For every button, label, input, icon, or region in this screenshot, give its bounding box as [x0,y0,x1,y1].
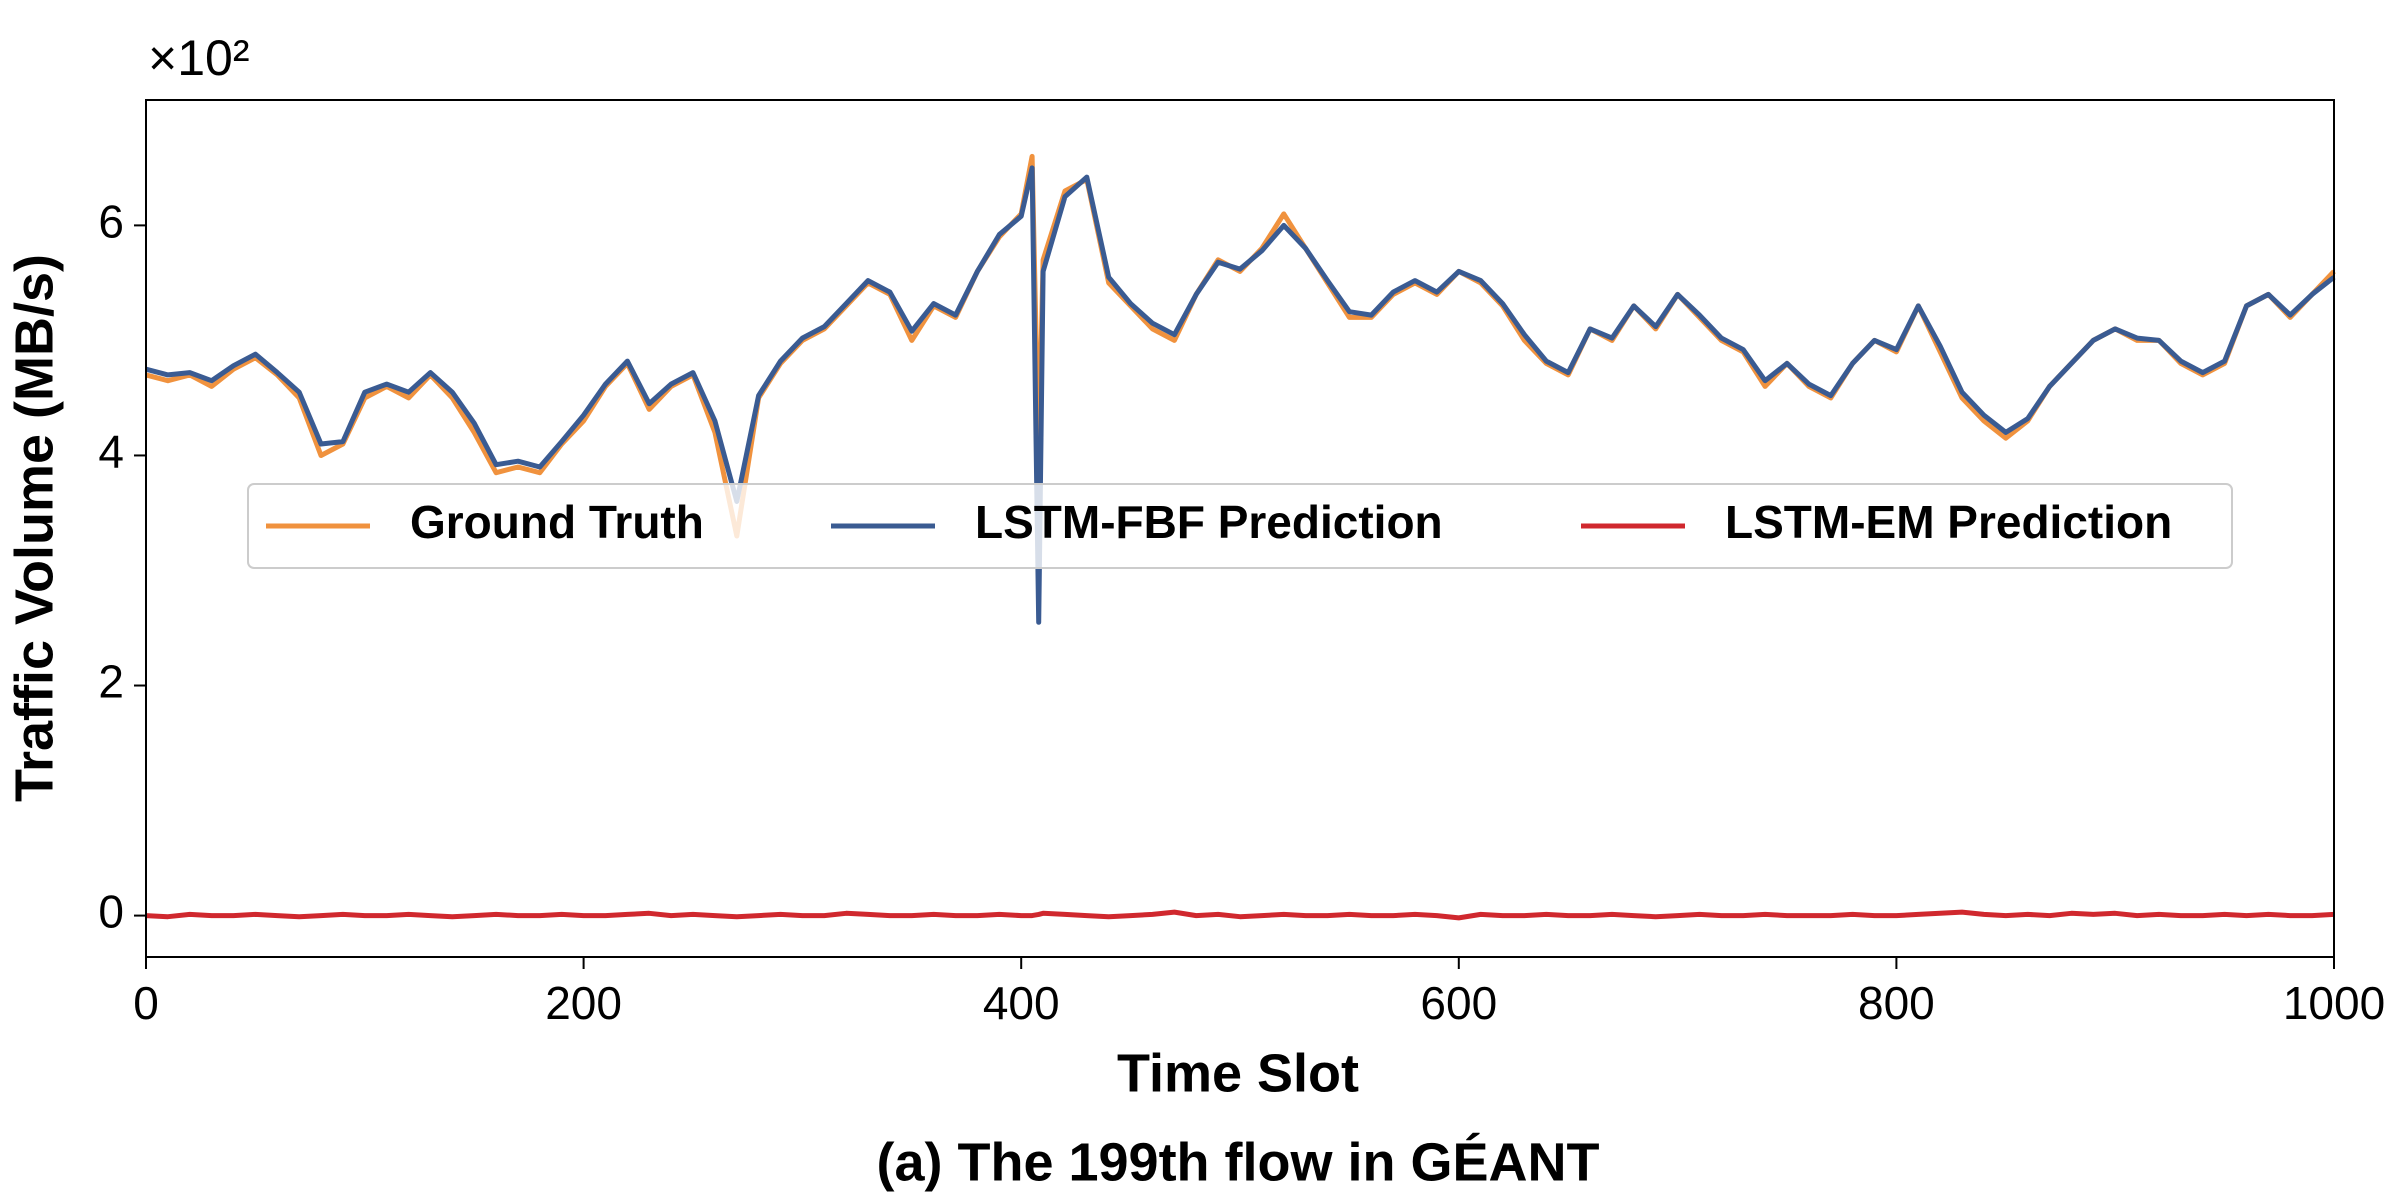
y-tick-label: 4 [98,426,124,478]
plot-frame [145,99,2335,958]
x-tick-label: 200 [545,977,622,1029]
legend-box [247,483,2233,569]
y-tick-label: 0 [98,886,124,938]
series-line [145,909,2335,921]
x-tick-label: 800 [1858,977,1935,1029]
x-tick-label: 0 [133,977,159,1029]
chart-title: (a) The 199th flow in GÉANT [876,1132,1599,1192]
y-tick-label: 2 [98,656,124,708]
y-axis-label: Traffic Volume (MB/s) [4,254,64,802]
legend-label: LSTM-EM Prediction [1725,496,2172,548]
legend-label: Ground Truth [410,496,704,548]
x-tick-label: 600 [1420,977,1497,1029]
x-axis-label: Time Slot [1117,1043,1359,1103]
legend-label: LSTM-FBF Prediction [975,496,1443,548]
y-multiplier: ×10² [148,30,249,86]
y-tick-label: 6 [98,196,124,248]
x-tick-label: 1000 [2283,977,2385,1029]
x-tick-label: 400 [983,977,1060,1029]
series-line [145,165,2336,625]
